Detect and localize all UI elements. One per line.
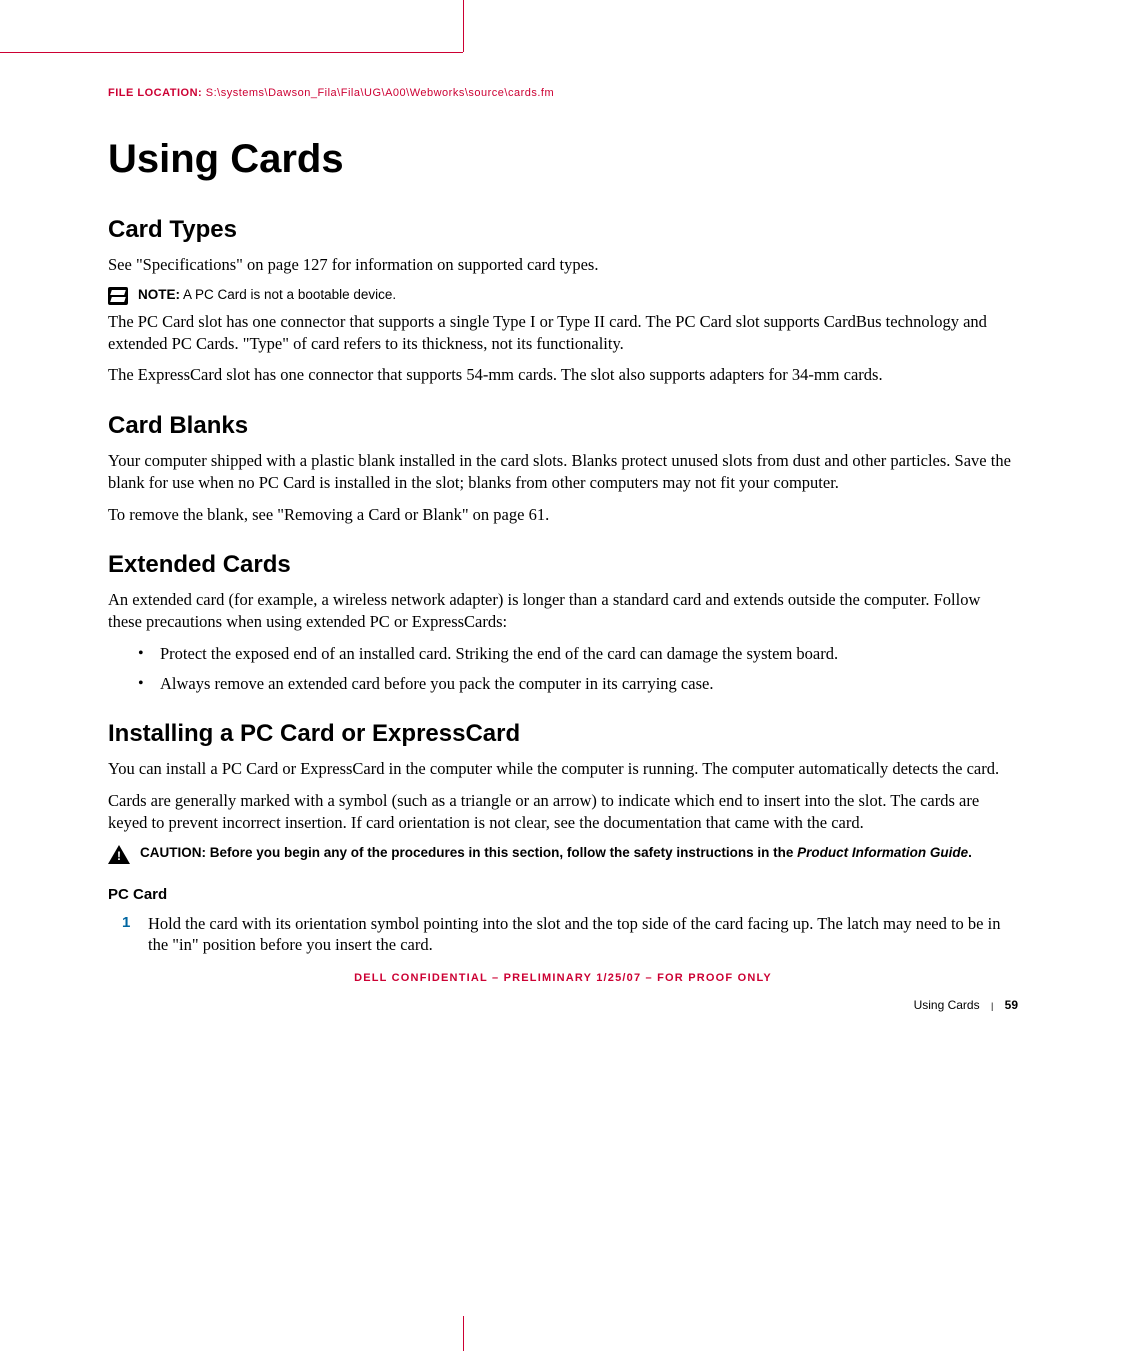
card-blanks-p2: To remove the blank, see "Removing a Car…: [108, 504, 1018, 526]
heading-card-blanks: Card Blanks: [108, 412, 1018, 440]
crop-mark-bottom: [463, 1316, 464, 1351]
crop-mark-left: [463, 0, 464, 52]
note-body: A PC Card is not a bootable device.: [183, 287, 396, 302]
list-item: Protect the exposed end of an installed …: [108, 643, 1018, 665]
crop-mark-top: [0, 52, 463, 53]
step-text: Hold the card with its orientation symbo…: [148, 914, 1000, 955]
file-location-label: FILE LOCATION:: [108, 87, 202, 99]
page-title: Using Cards: [108, 137, 1018, 182]
step-number: 1: [122, 913, 130, 933]
extended-cards-bullets: Protect the exposed end of an installed …: [108, 643, 1018, 695]
caution-block: CAUTION: Before you begin any of the pro…: [108, 844, 1018, 864]
card-types-intro: See "Specifications" on page 127 for inf…: [108, 254, 1018, 276]
caution-italic: Product Information Guide: [797, 845, 968, 860]
note-text: NOTE: A PC Card is not a bootable device…: [138, 286, 396, 304]
pc-card-steps: 1 Hold the card with its orientation sym…: [108, 913, 1018, 957]
caution-body-b: .: [968, 845, 972, 860]
footer: Using Cards | 59: [108, 998, 1018, 1012]
file-location-path: S:\systems\Dawson_Fila\Fila\UG\A00\Webwo…: [206, 87, 554, 99]
caution-lead: CAUTION:: [140, 845, 206, 860]
file-location: FILE LOCATION: S:\systems\Dawson_Fila\Fi…: [108, 87, 1018, 99]
note-block: NOTE: A PC Card is not a bootable device…: [108, 286, 1018, 305]
subheading-pc-card: PC Card: [108, 886, 1018, 903]
list-item: 1 Hold the card with its orientation sym…: [108, 913, 1018, 957]
confidential-line: DELL CONFIDENTIAL – PRELIMINARY 1/25/07 …: [108, 972, 1018, 984]
caution-text: CAUTION: Before you begin any of the pro…: [140, 844, 972, 862]
list-item: Always remove an extended card before yo…: [108, 673, 1018, 695]
installing-p1: You can install a PC Card or ExpressCard…: [108, 758, 1018, 780]
heading-card-types: Card Types: [108, 216, 1018, 244]
note-lead: NOTE:: [138, 287, 180, 302]
footer-section: Using Cards: [914, 998, 980, 1012]
heading-installing: Installing a PC Card or ExpressCard: [108, 720, 1018, 748]
extended-cards-p1: An extended card (for example, a wireles…: [108, 589, 1018, 633]
heading-extended-cards: Extended Cards: [108, 551, 1018, 579]
footer-separator: |: [991, 1001, 993, 1011]
caution-icon: [108, 845, 130, 864]
card-types-p1: The PC Card slot has one connector that …: [108, 311, 1018, 355]
card-types-p2: The ExpressCard slot has one connector t…: [108, 364, 1018, 386]
note-icon: [108, 287, 128, 305]
page-content: FILE LOCATION: S:\systems\Dawson_Fila\Fi…: [108, 87, 1018, 1012]
card-blanks-p1: Your computer shipped with a plastic bla…: [108, 450, 1018, 494]
footer-page: 59: [1005, 998, 1018, 1012]
installing-p2: Cards are generally marked with a symbol…: [108, 790, 1018, 834]
caution-body-a: Before you begin any of the procedures i…: [210, 845, 797, 860]
